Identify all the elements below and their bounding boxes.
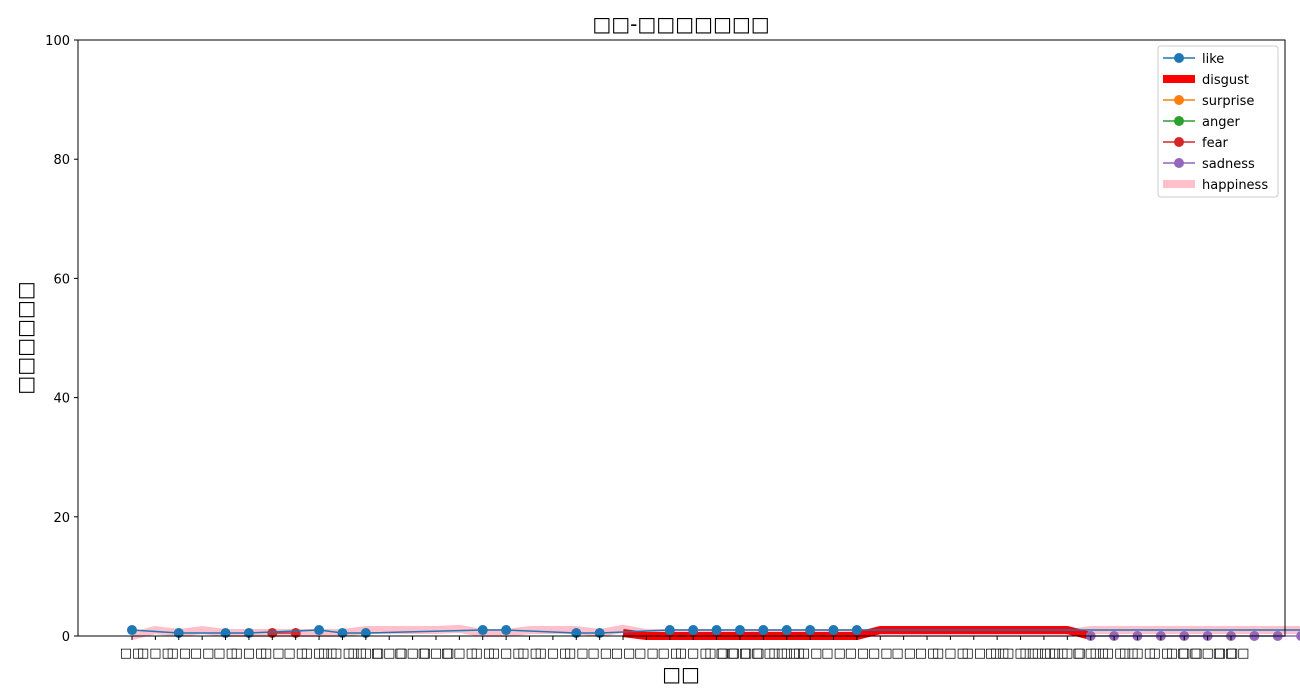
x-tick-label: □□ — [517, 646, 542, 661]
x-axis-label: □□ — [662, 662, 700, 686]
x-tick-label: □□ — [564, 646, 589, 661]
x-tick-label: □□□ — [137, 646, 174, 661]
x-tick-label: □□□□□□ — [726, 646, 800, 661]
y-tick-label: 100 — [45, 34, 70, 49]
y-tick-label: 40 — [53, 392, 70, 407]
data-point-like — [127, 625, 137, 636]
legend-box — [1157, 45, 1279, 198]
legend: like disgust surprise anger fear sadness happi… — [1157, 45, 1279, 198]
x-tick-label: □□ — [658, 646, 683, 661]
legend-item-happiness: happiness — [1163, 178, 1268, 193]
x-tick-label: □□ — [798, 646, 823, 661]
x-tick-label: □□□ — [441, 646, 478, 661]
x-tick-label: □□□ — [230, 646, 267, 661]
legend-item-surprise: surprise — [1163, 94, 1254, 109]
legend-item-anger: anger — [1163, 115, 1240, 130]
x-tick-label: □□ — [120, 646, 145, 661]
x-tick-label: □□□ — [418, 646, 455, 661]
x-tick-label: □□□ — [347, 646, 384, 661]
x-tick-label: □□ — [821, 646, 846, 661]
x-tick-label: □□ — [190, 646, 215, 661]
x-tick-label: □□□ — [768, 646, 805, 661]
x-tick-label: □□□ — [1072, 646, 1109, 661]
x-tick-label: □□ — [961, 646, 986, 661]
legend-marker — [1174, 53, 1184, 63]
data-point-like — [477, 625, 488, 636]
x-tick-label: □□ — [470, 646, 495, 661]
x-tick-label: □□ — [891, 646, 916, 661]
x-tick-label: □□ — [634, 646, 659, 661]
legend-item-fear: fear — [1163, 136, 1229, 151]
legend-label: disgust — [1202, 73, 1249, 88]
data-point-like — [734, 625, 745, 636]
y-tick-label: 60 — [53, 272, 70, 287]
data-point-like — [314, 625, 325, 636]
data-point-like — [828, 625, 839, 636]
x-tick-label: □□□ — [1213, 646, 1250, 661]
legend-marker — [1174, 95, 1184, 105]
x-tick-label: □□□□□ — [990, 646, 1051, 661]
x-tick-label: □□□□ — [715, 646, 764, 661]
x-tick-label: □□□ — [1166, 646, 1203, 661]
x-tick-label: □□ — [611, 646, 636, 661]
legend-item-like: like — [1163, 52, 1224, 67]
data-point-like — [781, 625, 792, 636]
x-tick-label: □□□ — [675, 646, 712, 661]
x-tick-label: □□□ — [1049, 646, 1086, 661]
chart-title: □□-□□□□□□□ — [592, 12, 769, 36]
x-tick-label: □□□ — [932, 646, 969, 661]
legend-label: surprise — [1202, 94, 1254, 109]
x-tick-label: □□ — [985, 646, 1010, 661]
y-tick-label: 20 — [53, 511, 70, 526]
data-point-sadness — [1296, 631, 1300, 641]
x-tick-label: □□ — [845, 646, 870, 661]
legend-label: sadness — [1202, 157, 1255, 172]
x-tick-label: □□□ — [1119, 646, 1156, 661]
data-point-like — [711, 625, 722, 636]
legend-marker — [1174, 158, 1184, 168]
y-axis-label: □□□□□□ — [13, 281, 37, 394]
legend-label: anger — [1202, 115, 1240, 130]
x-tick-label: □□□□ — [318, 646, 367, 661]
data-point-like — [851, 625, 862, 636]
legend-item-sadness: sadness — [1163, 157, 1255, 172]
legend-label: like — [1202, 52, 1224, 67]
x-tick-label: □□ — [704, 646, 729, 661]
y-tick-label: 80 — [53, 153, 70, 168]
x-tick-label: □□ — [868, 646, 893, 661]
x-tick-label: □□□ — [394, 646, 431, 661]
x-tick-label: □□□□ — [1090, 646, 1139, 661]
x-tick-label: □□□ — [371, 646, 408, 661]
data-point-like — [688, 625, 699, 636]
series-like — [127, 625, 1300, 639]
data-point-like — [501, 625, 512, 636]
data-point-like — [805, 625, 816, 636]
x-tick-label: □□ — [1149, 646, 1174, 661]
legend-item-disgust: disgust — [1163, 73, 1249, 88]
x-tick-label: □□□□□ — [1177, 646, 1238, 661]
y-tick-label: 0 — [62, 630, 70, 645]
x-tick-label: □□□□ — [1019, 646, 1068, 661]
x-tick-label: □□□ — [301, 646, 338, 661]
x-tick-label: □□□ — [534, 646, 571, 661]
data-point-like — [664, 625, 675, 636]
legend-label: happiness — [1202, 178, 1268, 193]
x-tick-label: □□ — [915, 646, 940, 661]
data-point-like — [758, 625, 769, 636]
plot-frame — [77, 39, 1286, 637]
legend-marker — [1174, 137, 1184, 147]
x-tick-label: □□ — [260, 646, 285, 661]
y-axis: 0 20 40 60 80 100 — [45, 34, 78, 645]
x-tick-label: □□ — [213, 646, 238, 661]
x-tick-label: □□ — [587, 646, 612, 661]
x-axis: □□□□□□□□□□□□□□□□□□□□□□□□□□□□□□□□□□□□□□□□… — [120, 636, 1250, 661]
x-tick-label: □□ — [283, 646, 308, 661]
legend-label: fear — [1202, 136, 1229, 151]
x-tick-label: □□□ — [488, 646, 525, 661]
x-tick-label: □□ — [166, 646, 191, 661]
legend-marker — [1174, 116, 1184, 126]
